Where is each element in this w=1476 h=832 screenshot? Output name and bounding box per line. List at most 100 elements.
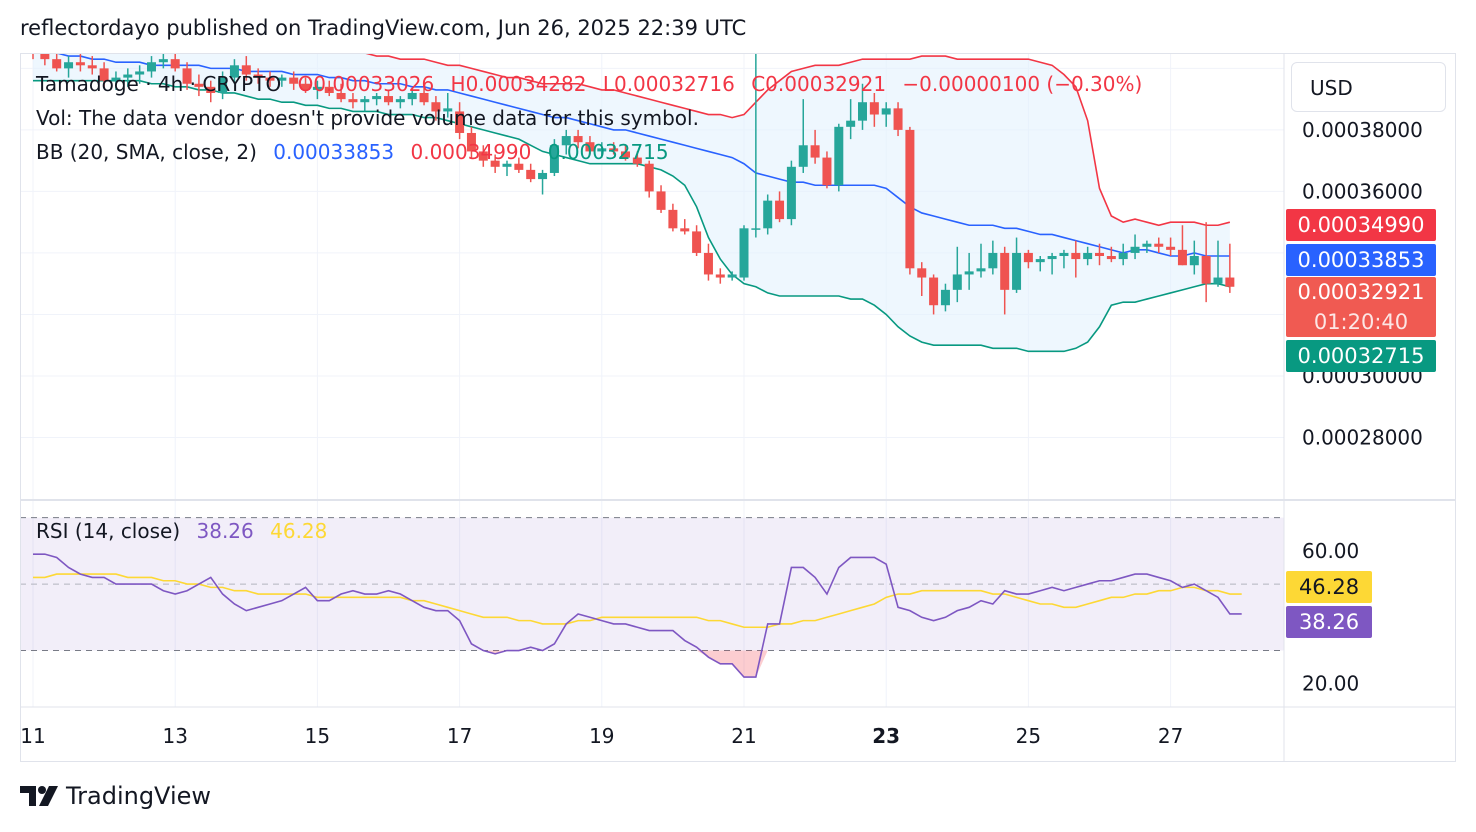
candle <box>123 68 133 87</box>
candle <box>87 56 97 75</box>
candle-body <box>1047 256 1057 260</box>
candle <box>265 71 275 87</box>
currency-selector[interactable]: USD <box>1291 62 1446 112</box>
candle-body <box>478 151 488 161</box>
candle-body <box>1166 246 1176 250</box>
candle-body <box>1189 256 1199 266</box>
candle <box>1023 249 1033 269</box>
candle-body <box>668 209 678 229</box>
bb-upper-line <box>361 53 1231 227</box>
rsi-ma-line <box>33 573 1242 629</box>
candlesticks <box>32 53 1235 315</box>
candle <box>1130 234 1140 260</box>
candle <box>407 89 417 106</box>
bollinger-bands <box>33 53 1231 353</box>
candle <box>573 129 583 149</box>
candle-body <box>514 163 524 170</box>
candle <box>656 185 666 213</box>
rsi-label[interactable]: RSI (14, close) <box>36 519 181 543</box>
candle-body <box>289 77 299 84</box>
candle-body <box>549 145 559 173</box>
candle <box>218 71 228 100</box>
candle <box>1177 225 1187 266</box>
candle-body <box>419 92 429 103</box>
candle-body <box>443 108 453 112</box>
candle <box>241 56 251 81</box>
candle <box>1059 249 1069 269</box>
candle <box>763 194 773 235</box>
candle-body <box>1035 259 1045 263</box>
candle-body <box>40 53 50 60</box>
candle-body <box>632 157 642 164</box>
symbol-name[interactable]: Tamadoge · 4h · CRYPTO <box>36 72 282 96</box>
candle <box>988 240 998 275</box>
candle-body <box>822 157 832 186</box>
candle <box>490 154 500 173</box>
x-tick-label: 17 <box>447 724 472 748</box>
chart-frame <box>20 53 1456 762</box>
candle-body <box>111 77 121 81</box>
candle-body <box>301 83 311 90</box>
candle-body <box>218 77 228 93</box>
candle-body <box>194 83 204 87</box>
candle <box>822 151 832 189</box>
candle <box>324 80 334 97</box>
candle <box>419 86 429 106</box>
candle-body <box>739 228 749 278</box>
candle-body <box>869 102 879 115</box>
rsi-tick-label: 20.00 <box>1302 672 1359 696</box>
tradingview-logo[interactable]: TradingView <box>20 782 211 810</box>
candle-body <box>1118 252 1128 260</box>
candle <box>846 99 856 140</box>
candle <box>360 96 370 112</box>
candle-body <box>988 252 998 269</box>
candle-body <box>621 151 630 158</box>
tradingview-wordmark: TradingView <box>66 782 212 810</box>
candle-body <box>123 74 133 78</box>
candle <box>1095 243 1104 266</box>
candle <box>929 274 939 315</box>
candle-body <box>241 65 251 75</box>
legend-change: −0.00000100 (−0.30%) <box>902 72 1143 96</box>
candle <box>312 80 322 100</box>
candle-body <box>1130 246 1140 253</box>
candle <box>206 80 216 103</box>
x-tick-label: 27 <box>1158 724 1183 748</box>
candle <box>1047 252 1057 275</box>
candle-body <box>431 102 441 112</box>
bb-basis-value: 0.00033853 <box>273 140 395 164</box>
candle <box>1118 243 1128 266</box>
candle <box>455 102 465 140</box>
candle-group <box>32 53 1235 315</box>
x-tick-label: 25 <box>1016 724 1041 748</box>
candle-countdown: 01:20:40 <box>1313 310 1409 334</box>
legend-open: O0.00033026 <box>297 72 435 96</box>
candle <box>632 151 642 167</box>
candle-body <box>229 65 239 78</box>
candle <box>680 219 690 235</box>
candle-body <box>751 228 761 230</box>
rsi-tick-label: 60.00 <box>1302 539 1359 563</box>
bb-basis-tag: 0.00033853 <box>1286 244 1436 276</box>
candle <box>585 136 595 155</box>
candle-body <box>1154 243 1164 247</box>
candle <box>253 68 263 84</box>
x-tick-label: 11 <box>20 724 45 748</box>
candle <box>715 268 725 284</box>
candle-body <box>538 172 548 180</box>
candle-body <box>206 86 216 93</box>
candle-body <box>455 111 465 133</box>
bb-legend: BB (20, SMA, close, 2) 0.00033853 0.0003… <box>36 140 679 164</box>
candle <box>384 89 393 106</box>
candle <box>940 283 950 312</box>
candle-body <box>52 59 62 69</box>
rsi-legend: RSI (14, close) 38.26 46.28 <box>36 519 337 543</box>
candle <box>905 126 915 275</box>
candle-body <box>336 92 346 100</box>
bb-label[interactable]: BB (20, SMA, close, 2) <box>36 140 257 164</box>
candle <box>858 83 867 130</box>
candle <box>301 77 311 93</box>
candle-body <box>834 126 844 186</box>
candle <box>1083 246 1093 266</box>
candle-body <box>348 99 358 103</box>
